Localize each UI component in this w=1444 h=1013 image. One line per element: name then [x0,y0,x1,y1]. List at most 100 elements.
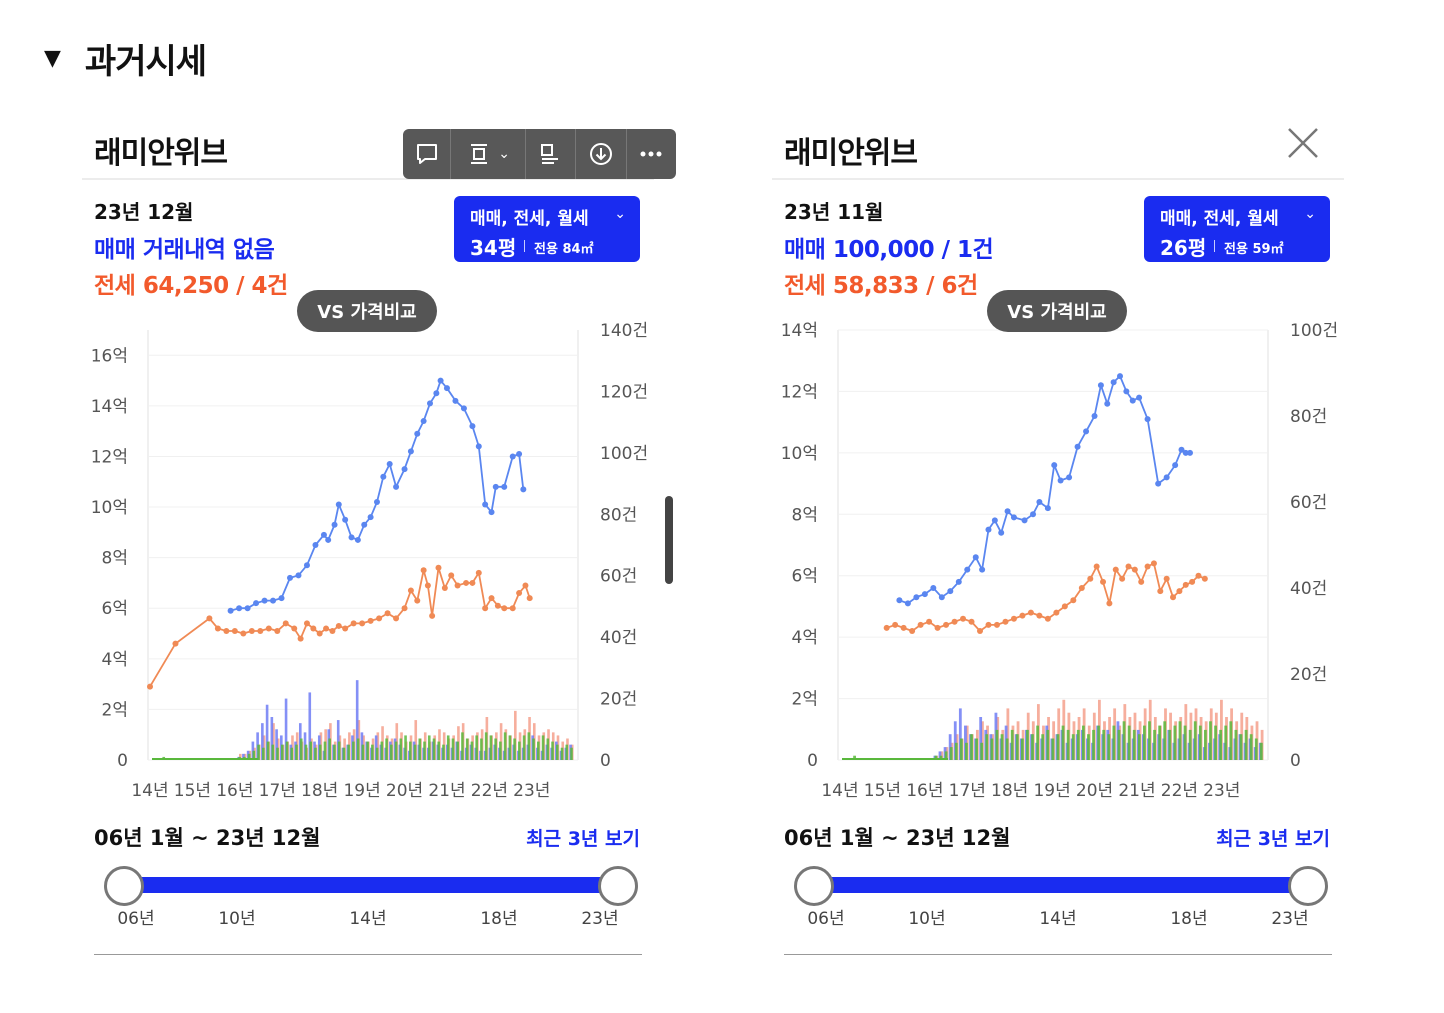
slider-track[interactable] [122,877,616,893]
monthly-volume-bar [1188,729,1192,760]
jeonse-price-point [951,618,958,625]
monthly-volume-bar [1081,725,1085,760]
monthly-volume-bar [252,750,256,760]
period-slider[interactable] [794,865,1328,906]
section-header[interactable]: ▼ 과거시세 [44,34,207,83]
jeonse-price-point [1144,563,1151,570]
monthly-volume-bar [1259,742,1263,760]
slider-tick: 14년 [1039,909,1077,929]
slider-end-handle[interactable] [598,866,638,906]
monthly-volume-bar [304,744,308,760]
jeonse-price-point [516,590,523,597]
deal-type-label: 매매, 전세, 월세 [470,209,589,229]
monthly-volume-bar [1061,725,1065,760]
slider-start-handle[interactable] [794,866,834,906]
exclusive-area: 전용 84㎡ [534,242,594,257]
monthly-volume-bar [1142,725,1146,760]
sale-price-point [414,430,421,437]
monthly-volume-bar [399,738,403,760]
monthly-volume-bar [432,738,436,760]
size-separator [524,240,525,252]
sale-price-point [342,516,349,523]
sale-price-point [452,397,459,404]
deal-type-dropdown[interactable]: 매매, 전세, 월세 ⌄ 26평 전용 59㎡ [1144,196,1330,262]
recent-3-years-link[interactable]: 최근 3년 보기 [1216,828,1330,850]
download-icon[interactable] [576,129,627,179]
monthly-volume-bar [546,738,550,760]
sale-price-point [913,594,920,601]
close-icon[interactable] [1286,126,1320,160]
monthly-volume-bar [418,738,422,760]
monthly-volume-bar [494,738,497,760]
more-icon[interactable] [627,129,676,179]
jeonse-price-point [274,628,281,634]
sale-price-point [244,605,251,612]
vs-compare-button[interactable]: VS 가격비교 [987,290,1127,332]
x-tick-label: 16년 [216,781,253,801]
monthly-volume-bar [1244,729,1248,760]
jeonse-price-point [1176,588,1183,595]
monthly-volume-bar [437,741,441,760]
price-chart: 0 2억 4억 6억 8억 10억 12억 14억 0 20건 40건 60건 80건 100건 14년 15… [781,321,1338,801]
monthly-volume-bar [1056,734,1060,760]
monthly-volume-bar [499,741,502,760]
jeonse-volume-bar [395,723,399,760]
monthly-volume-bar [361,744,365,760]
sale-price-point [979,566,986,573]
monthly-volume-bar [1178,721,1182,760]
slider-start-handle[interactable] [104,866,144,906]
monthly-volume-bar [337,741,341,760]
x-tick-label: 20년 [1076,781,1113,801]
x-tick-label: 14년 [131,781,168,801]
slider-end-handle[interactable] [1288,866,1328,906]
jeonse-price-point [475,569,482,576]
panel-bottom-divider [94,954,642,955]
scrollbar[interactable] [665,496,673,584]
sale-summary: 매매 100,000 / 1건 [784,237,994,263]
jeonse-price-point [248,628,255,634]
jeonse-price-point [482,605,489,612]
monthly-volume-bar [949,747,953,760]
x-tick-label: 20년 [386,781,423,801]
y-tick-label: 10억 [781,444,818,464]
monthly-volume-bar [318,744,322,760]
sale-price-point [227,607,234,614]
slider-track[interactable] [812,877,1306,893]
slider-tick: 18년 [1170,909,1208,929]
sale-summary: 매매 거래내역 없음 [94,237,275,263]
jeonse-price-point [1163,575,1170,582]
jeonse-price-point [359,620,366,627]
jeonse-price-point [329,628,336,634]
jeonse-price-point [231,628,238,634]
x-tick-label: 23년 [1203,781,1240,801]
monthly-volume-bar [356,738,360,760]
jeonse-price-point [240,630,247,637]
jeonse-price-point [1019,612,1026,619]
sale-price-point [938,594,945,601]
recent-3-years-link[interactable]: 최근 3년 보기 [526,828,640,850]
y2-tick-label: 120건 [600,382,648,402]
monthly-volume-bar [1224,725,1228,760]
comment-icon[interactable] [403,129,452,179]
caption-icon[interactable] [526,129,577,179]
monthly-volume-bar [413,744,417,760]
monthly-volume-bar [484,732,488,760]
apartment-name: 래미안위브 [784,136,918,171]
jeonse-price-point [1036,612,1043,619]
jeonse-price-point [917,621,924,628]
sale-price-point [972,554,979,561]
jeonse-price-point [1182,581,1189,588]
deal-type-dropdown[interactable]: 매매, 전세, 월세 ⌄ 34평 전용 84㎡ [454,196,640,262]
period-slider[interactable] [104,865,638,906]
jeonse-price-point [985,621,992,628]
x-tick-label: 23년 [513,781,550,801]
monthly-volume-bar [470,741,474,760]
y2-tick-label: 140건 [600,321,648,341]
align-icon[interactable]: ⌄ [451,129,526,179]
collapse-triangle-icon[interactable]: ▼ [44,45,61,71]
vs-compare-button[interactable]: VS 가격비교 [297,290,437,332]
jeonse-price-point [424,582,431,589]
monthly-volume-bar [1209,721,1212,760]
sale-price-point [1057,477,1064,484]
monthly-volume-bar [295,744,298,760]
